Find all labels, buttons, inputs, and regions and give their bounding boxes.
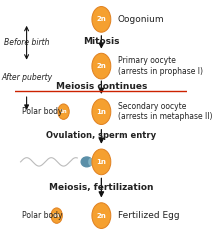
Text: Oogonium: Oogonium (118, 15, 164, 24)
Text: Fertilized Egg: Fertilized Egg (118, 211, 179, 220)
Text: 1n: 1n (60, 109, 67, 114)
Text: Mitosis: Mitosis (83, 37, 120, 46)
Text: Ovulation, sperm entry: Ovulation, sperm entry (46, 131, 157, 140)
Text: 2n: 2n (97, 213, 106, 219)
Circle shape (92, 7, 111, 32)
Circle shape (51, 208, 62, 223)
Text: Meiosis continues: Meiosis continues (56, 82, 147, 91)
Text: Polar body: Polar body (22, 211, 63, 220)
Text: Polar body: Polar body (22, 107, 63, 116)
Text: After puberty: After puberty (1, 73, 52, 82)
Text: Meiosis, fertilization: Meiosis, fertilization (49, 183, 154, 192)
Circle shape (92, 149, 111, 175)
Circle shape (58, 104, 69, 119)
Circle shape (92, 203, 111, 228)
Text: Before birth: Before birth (4, 38, 49, 47)
Circle shape (92, 99, 111, 125)
Text: 2n: 2n (97, 63, 106, 69)
Circle shape (92, 53, 111, 79)
Ellipse shape (81, 157, 92, 167)
Text: 1n: 1n (96, 109, 106, 115)
Ellipse shape (89, 159, 93, 165)
Text: 1n: 1n (53, 213, 60, 218)
Text: 1n: 1n (96, 159, 106, 165)
Text: Secondary oocyte
(arrests in metaphase II): Secondary oocyte (arrests in metaphase I… (118, 102, 212, 121)
Text: Primary oocyte
(arrests in prophase I): Primary oocyte (arrests in prophase I) (118, 56, 203, 76)
Text: 2n: 2n (97, 16, 106, 22)
